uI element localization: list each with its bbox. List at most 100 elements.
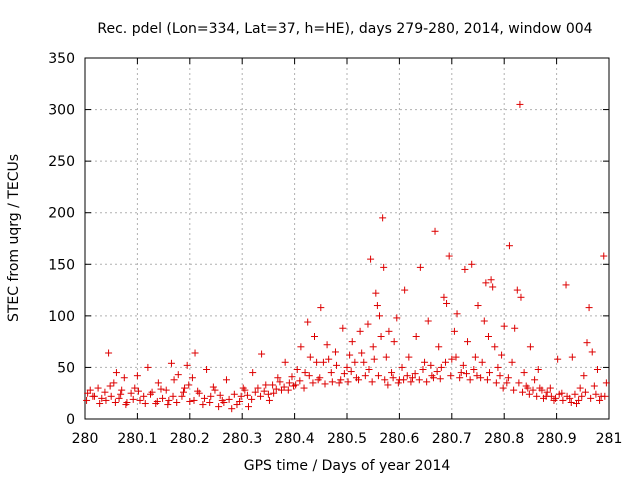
data-point <box>248 395 256 403</box>
data-point <box>313 358 321 366</box>
data-point <box>169 392 177 400</box>
data-point <box>337 376 345 384</box>
data-point <box>590 382 598 390</box>
data-point <box>411 370 419 378</box>
data-point <box>188 374 196 382</box>
data-point <box>516 100 524 108</box>
data-point <box>453 310 461 318</box>
data-point <box>207 392 215 400</box>
data-point <box>526 343 534 351</box>
data-point <box>344 378 352 386</box>
data-point <box>380 263 388 271</box>
data-point <box>200 394 208 402</box>
data-point <box>452 353 460 361</box>
data-point <box>306 353 314 361</box>
data-point <box>215 403 223 411</box>
y-tick-label: 350 <box>48 51 75 67</box>
chart-title: Rec. pdel (Lon=334, Lat=37, h=HE), days … <box>97 21 592 37</box>
data-point <box>398 363 406 371</box>
data-point <box>440 293 448 301</box>
data-point <box>199 401 207 409</box>
x-tick-label: 280.9 <box>537 431 577 447</box>
data-point <box>83 396 91 404</box>
data-point <box>167 359 175 367</box>
data-point <box>436 375 444 383</box>
data-point <box>601 392 609 400</box>
x-tick-label: 280.5 <box>327 431 367 447</box>
data-point <box>499 384 507 392</box>
y-tick-label: 100 <box>48 309 75 325</box>
data-point <box>461 265 469 273</box>
data-point <box>180 388 188 396</box>
data-point <box>144 363 152 371</box>
x-axis-label: GPS time / Days of year 2014 <box>244 458 451 474</box>
data-point <box>106 382 114 390</box>
data-point <box>117 390 125 398</box>
data-point <box>525 390 533 398</box>
data-point <box>498 351 506 359</box>
data-point <box>243 391 251 399</box>
data-point <box>185 381 193 389</box>
data-point <box>394 379 402 387</box>
data-point <box>508 358 516 366</box>
x-tick-label: 280.8 <box>484 431 524 447</box>
data-point <box>543 388 551 396</box>
y-axis-label: STEC from uqrg / TECUs <box>6 154 22 322</box>
data-point <box>457 369 465 377</box>
data-point <box>554 355 562 363</box>
data-point <box>415 376 423 384</box>
data-point <box>239 384 247 392</box>
data-point <box>244 403 252 411</box>
data-point <box>112 369 120 377</box>
data-point <box>600 252 608 260</box>
data-point <box>107 392 115 400</box>
data-point <box>170 376 178 384</box>
data-point <box>474 302 482 310</box>
data-point <box>351 358 359 366</box>
data-point <box>447 372 455 380</box>
data-point <box>496 372 504 380</box>
data-point <box>368 378 376 386</box>
data-point <box>470 365 478 373</box>
data-point <box>118 386 126 394</box>
data-point <box>260 387 268 395</box>
data-point <box>321 380 329 388</box>
data-point <box>401 286 409 294</box>
data-point <box>494 363 502 371</box>
data-point <box>98 394 106 402</box>
data-point <box>333 361 341 369</box>
data-point <box>129 395 137 403</box>
data-point <box>270 389 278 397</box>
data-point <box>445 252 453 260</box>
x-tick-label: 280.3 <box>222 431 262 447</box>
data-point <box>293 365 301 373</box>
data-point <box>587 394 595 402</box>
x-tick-label: 281 <box>596 431 623 447</box>
data-point <box>355 376 363 384</box>
data-point <box>546 384 554 392</box>
data-point <box>120 374 128 382</box>
data-point <box>519 388 527 396</box>
y-tick-label: 200 <box>48 206 75 222</box>
y-tick-label: 0 <box>66 412 75 428</box>
data-point <box>520 369 528 377</box>
data-point <box>254 384 262 392</box>
data-point <box>562 281 570 289</box>
data-point <box>190 396 198 404</box>
data-point <box>301 369 309 377</box>
data-point <box>531 376 539 384</box>
data-point <box>174 371 182 379</box>
data-point <box>390 338 398 346</box>
data-point <box>304 318 312 326</box>
data-point <box>367 255 375 263</box>
data-point <box>94 384 102 392</box>
data-point <box>477 374 485 382</box>
data-point <box>157 385 165 393</box>
data-point <box>567 398 575 406</box>
data-point <box>206 398 214 406</box>
data-point <box>427 361 435 369</box>
data-point <box>186 397 194 405</box>
data-point <box>191 349 199 357</box>
data-point <box>437 363 445 371</box>
data-point <box>281 358 289 366</box>
